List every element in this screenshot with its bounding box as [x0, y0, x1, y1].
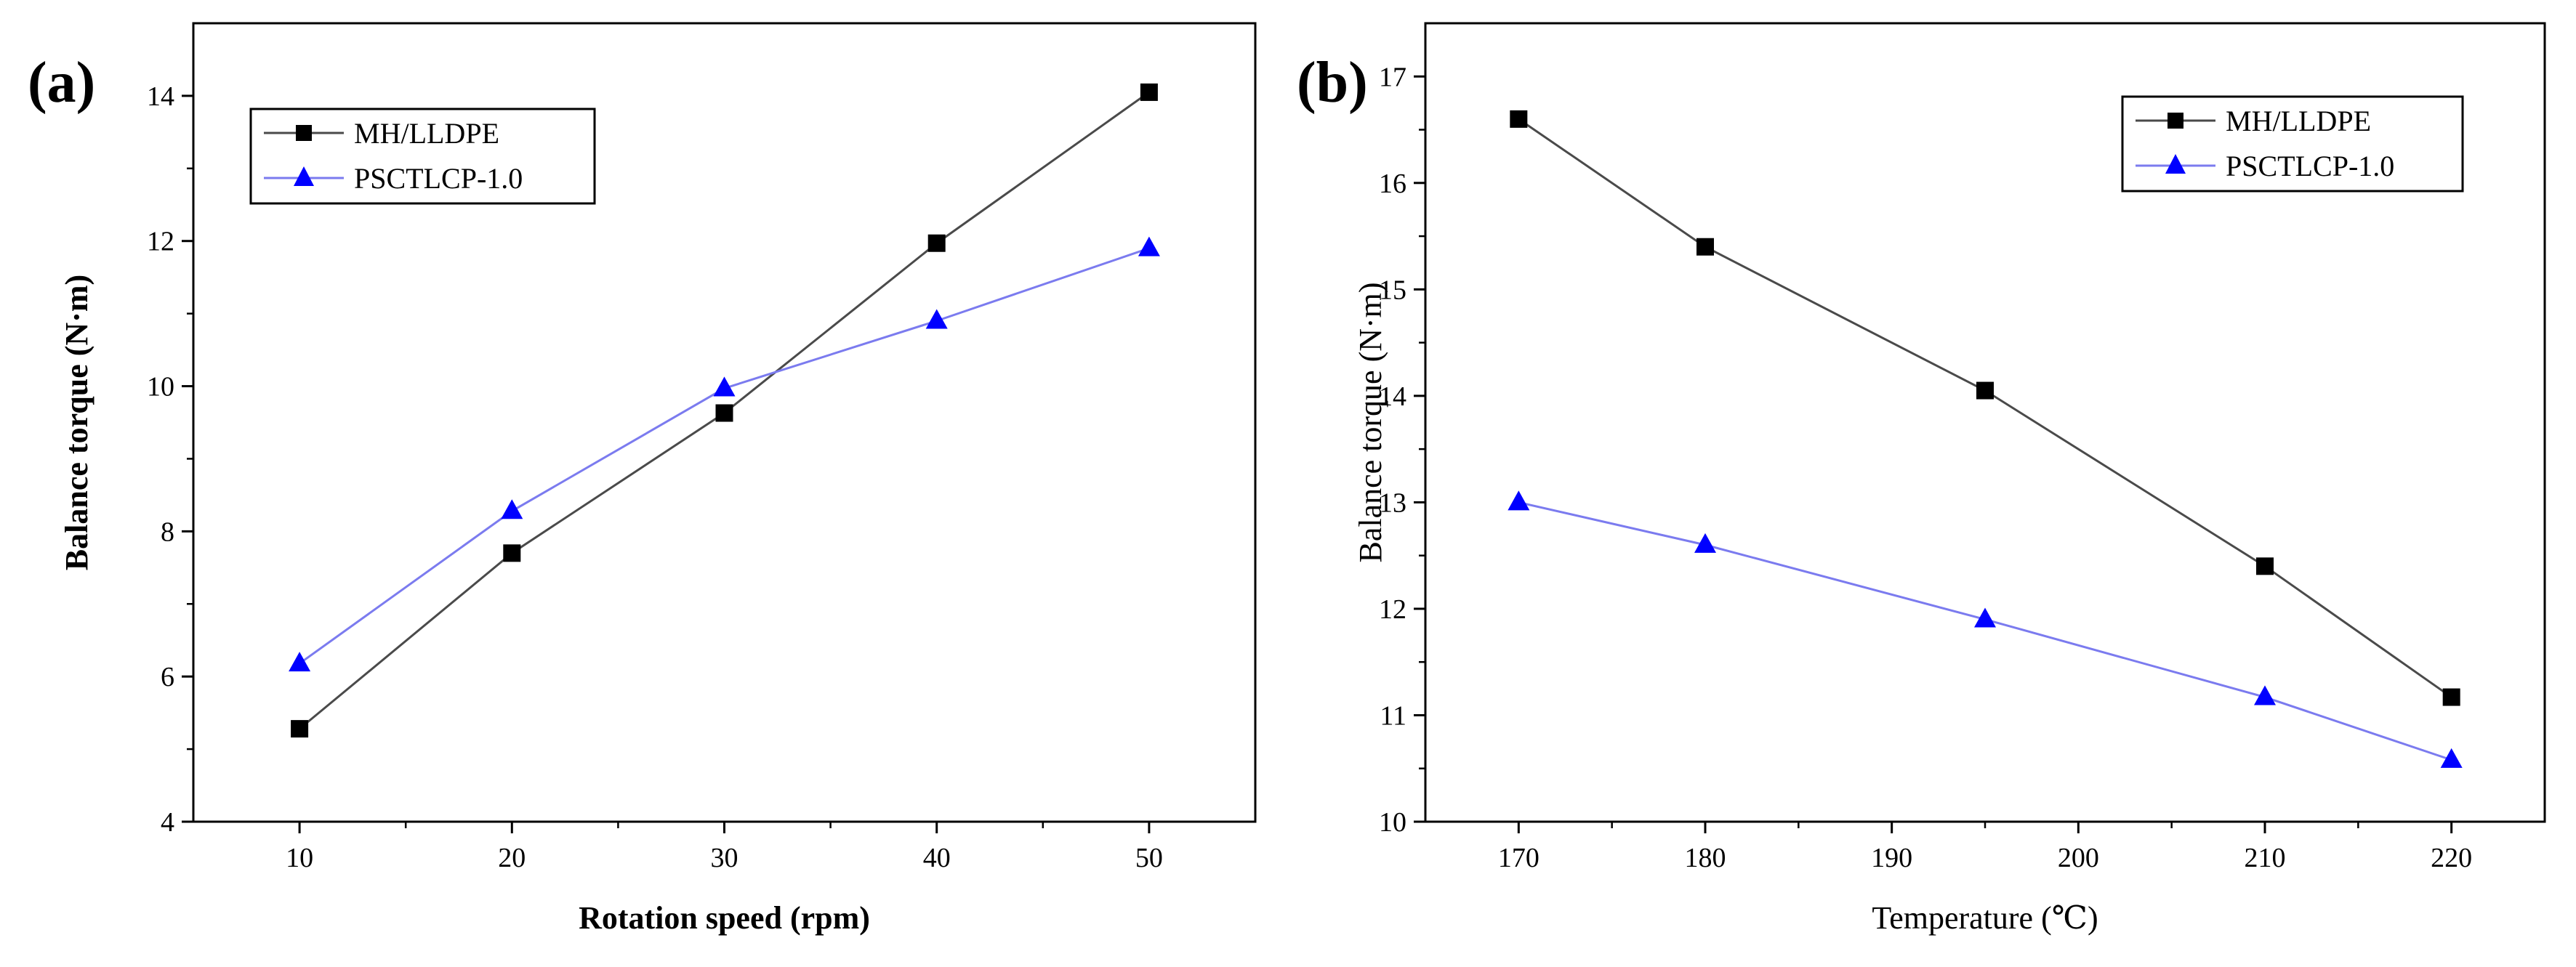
data-point-square [2256, 557, 2274, 575]
data-point-triangle [1974, 607, 1996, 628]
y-tick-label: 12 [1379, 594, 1406, 625]
data-point-square [291, 720, 309, 738]
y-tick-label: 14 [147, 81, 174, 112]
data-point-square [927, 234, 946, 252]
panel-b: 170 180 190 200 210 220 10 11 12 13 14 15 16 17 Temper… [1297, 22, 2546, 936]
y-tick-label: 6 [161, 662, 174, 692]
x-tick-label: 50 [1135, 843, 1163, 873]
legend-label: PSCTLCP-1.0 [2226, 150, 2394, 182]
y-tick-label: 10 [1379, 807, 1406, 838]
data-point-square [1510, 110, 1528, 128]
data-point-triangle [289, 652, 311, 672]
legend-label: MH/LLDPE [2226, 105, 2371, 137]
data-point-triangle [713, 376, 736, 397]
data-point-triangle [1694, 533, 1716, 553]
x-tick-label: 170 [1498, 843, 1539, 873]
x-tick-label: 30 [711, 843, 738, 873]
data-point-triangle [1138, 236, 1160, 256]
y-tick-label: 14 [1379, 381, 1406, 412]
data-point-square [715, 404, 733, 422]
data-point-triangle [925, 309, 948, 329]
x-tick-label: 200 [2058, 843, 2099, 873]
x-tick-label: 210 [2245, 843, 2286, 873]
x-tick-label: 20 [498, 843, 526, 873]
y-axis-title: Balance torque (N·m) [1353, 282, 1388, 562]
legend-marker-triangle [2165, 154, 2186, 174]
legend-box [249, 108, 596, 205]
y-tick-label: 16 [1379, 169, 1406, 199]
legend-label: MH/LLDPE [354, 117, 499, 150]
panel-label: (b) [1297, 51, 1368, 115]
panel-a: 10 20 30 40 50 4 6 8 10 12 14 Rotation speed (rpm) B… [28, 22, 1257, 936]
x-axis-title: Temperature (℃) [1872, 900, 2098, 936]
y-tick-label: 10 [147, 372, 174, 402]
legend: MH/LLDPE PSCTLCP-1.0 [249, 108, 596, 205]
data-point-triangle [2440, 748, 2463, 768]
x-tick-label: 190 [1871, 843, 1912, 873]
series-line-1 [1518, 501, 2452, 761]
legend-box [2121, 95, 2464, 193]
x-tick-label: 40 [923, 843, 951, 873]
x-tick-label: 180 [1685, 843, 1726, 873]
x-tick-label: 10 [286, 843, 313, 873]
data-point-triangle [2254, 685, 2276, 705]
y-tick-label: 12 [147, 227, 174, 257]
y-tick-label: 13 [1379, 487, 1406, 518]
legend: MH/LLDPE PSCTLCP-1.0 [2121, 95, 2464, 193]
legend-marker-square [2168, 113, 2183, 129]
data-point-triangle [1508, 490, 1530, 511]
data-point-square [1976, 381, 1994, 400]
data-point-square [1696, 238, 1714, 256]
panel-label: (a) [28, 51, 95, 115]
data-point-square [1140, 83, 1158, 101]
y-tick-label: 4 [161, 807, 174, 838]
y-axis-title: Balance torque (N·m) [59, 275, 94, 570]
x-tick-label: 220 [2431, 843, 2472, 873]
data-point-triangle [501, 499, 523, 519]
series-line-1 [299, 247, 1150, 665]
legend-label: PSCTLCP-1.0 [354, 162, 523, 195]
legend-marker-triangle [294, 166, 314, 186]
data-point-square [503, 544, 521, 562]
y-tick-label: 17 [1379, 62, 1406, 92]
y-tick-label: 15 [1379, 275, 1406, 305]
y-tick-label: 8 [161, 517, 174, 547]
legend-marker-square [296, 125, 312, 141]
y-tick-label: 11 [1380, 700, 1406, 731]
data-point-square [2442, 688, 2460, 706]
x-axis-title: Rotation speed (rpm) [579, 900, 870, 936]
